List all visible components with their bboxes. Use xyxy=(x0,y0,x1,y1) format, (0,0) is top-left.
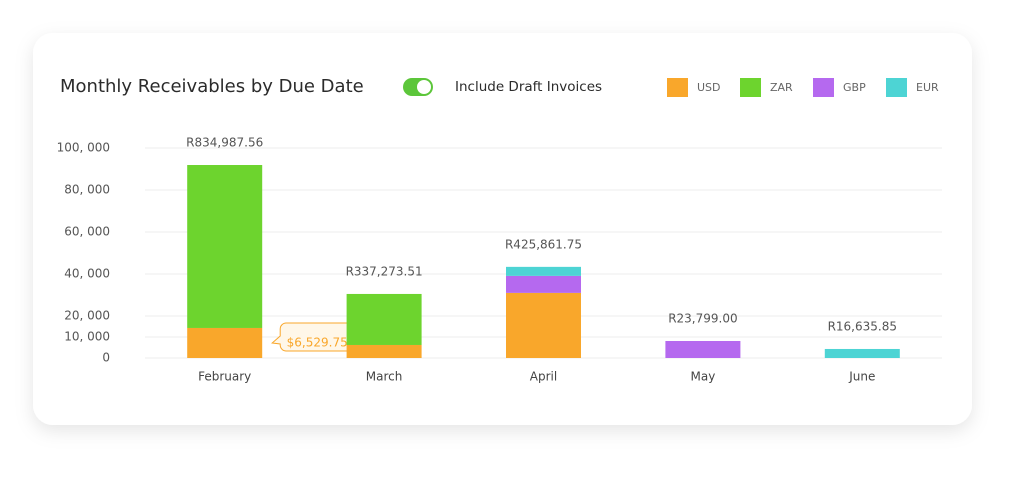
legend-swatch xyxy=(813,78,834,97)
bar-segment xyxy=(665,340,741,358)
bar-segment xyxy=(506,275,581,293)
card xyxy=(33,33,972,425)
total-label: R834,987.56 xyxy=(186,136,263,150)
total-label: R16,635.85 xyxy=(828,319,897,333)
x-tick-label: April xyxy=(530,370,557,384)
bar-segment xyxy=(824,348,900,358)
y-tick-label: 100, 000 xyxy=(57,141,110,155)
y-tick-label: 60, 000 xyxy=(64,225,110,239)
legend-label: USD xyxy=(697,81,721,94)
bar-segment xyxy=(506,266,581,276)
chart-title: Monthly Receivables by Due Date xyxy=(60,76,364,97)
tooltip-text: $6,529.75 xyxy=(287,335,348,349)
x-tick-label: February xyxy=(198,370,251,384)
toggle-label[interactable]: Include Draft Invoices xyxy=(455,79,602,95)
x-tick-label: May xyxy=(690,370,715,384)
legend-label: EUR xyxy=(916,81,939,94)
y-tick-label: 80, 000 xyxy=(64,183,110,197)
bar-segment xyxy=(187,165,263,328)
toggle[interactable] xyxy=(403,78,433,96)
legend-swatch xyxy=(740,78,761,97)
y-tick-label: 0 xyxy=(102,351,110,365)
toggle-knob[interactable] xyxy=(417,80,431,94)
bar-segment xyxy=(506,292,581,358)
x-tick-label: March xyxy=(366,370,403,384)
x-tick-label: June xyxy=(848,370,875,384)
bar-segment xyxy=(346,293,422,345)
y-tick-label: 10, 000 xyxy=(64,330,110,344)
y-tick-label: 20, 000 xyxy=(64,309,110,323)
bar-segment xyxy=(346,344,422,358)
legend-label: GBP xyxy=(843,81,866,94)
y-tick-label: 40, 000 xyxy=(64,267,110,281)
total-label: R337,273.51 xyxy=(346,264,423,278)
legend-label: ZAR xyxy=(770,81,793,94)
total-label: R425,861.75 xyxy=(505,237,582,251)
bar-segment xyxy=(187,327,263,358)
total-label: R23,799.00 xyxy=(668,311,737,325)
legend-swatch xyxy=(667,78,688,97)
legend-swatch xyxy=(886,78,907,97)
